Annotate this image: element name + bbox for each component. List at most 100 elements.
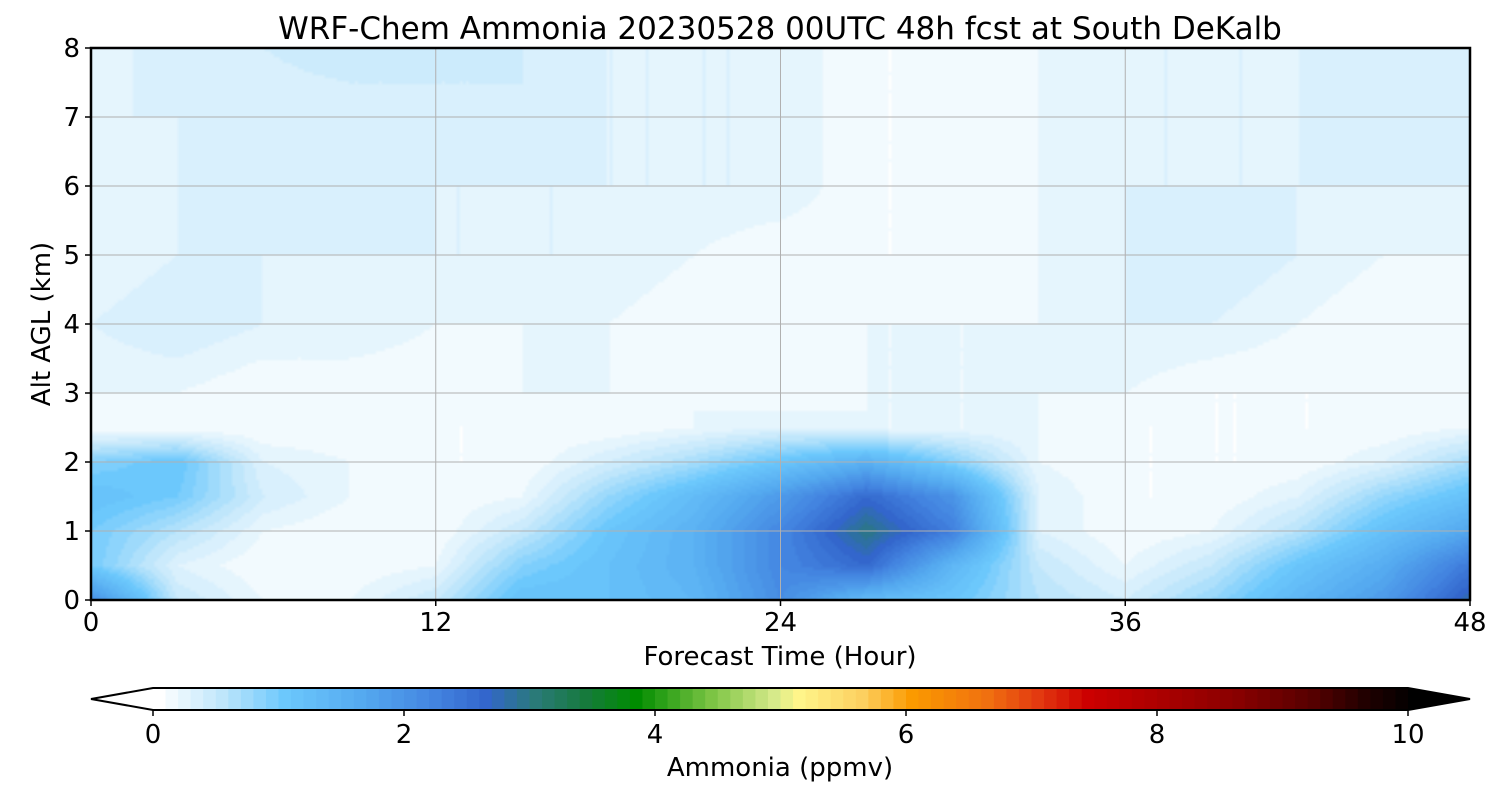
colorbar-swatch (265, 688, 280, 710)
colorbar-swatch (1094, 688, 1108, 710)
colorbar-swatch (328, 688, 342, 710)
colorbar-swatch (1345, 688, 1359, 710)
colorbar-swatch (993, 688, 1007, 710)
colorbar-swatch (341, 688, 355, 710)
colorbar-swatch (1182, 688, 1196, 710)
colorbar-swatch (1044, 688, 1058, 710)
colorbar-swatch (190, 688, 204, 710)
colorbar-swatch (931, 688, 945, 710)
colorbar-swatch (592, 688, 606, 710)
colorbar-swatch (504, 688, 518, 710)
colorbar-swatch (604, 688, 618, 710)
colorbar-swatch (655, 688, 669, 710)
colorbar-swatch (1131, 688, 1146, 710)
colorbar-swatch (353, 688, 367, 710)
colorbar-swatch (1169, 688, 1183, 710)
colorbar-swatch (529, 688, 543, 710)
colorbar-swatch (968, 688, 982, 710)
colorbar-swatch (203, 688, 217, 710)
colorbar-swatch (366, 688, 380, 710)
colorbar-swatch (793, 688, 807, 710)
colorbar-swatch (1320, 688, 1334, 710)
colorbar-swatch (893, 688, 907, 710)
colorbar-tick-label: 10 (1391, 720, 1424, 750)
colorbar-swatch (429, 688, 443, 710)
colorbar-ticks: 0 2 4 6 8 10 (145, 710, 1425, 750)
colorbar-swatch (767, 688, 782, 710)
colorbar-swatch (278, 688, 292, 710)
colorbar-swatch (1157, 688, 1171, 710)
colorbar-swatch (855, 688, 869, 710)
colorbar-swatch (1106, 688, 1120, 710)
grid-lines (91, 48, 1470, 600)
y-tick-label: 6 (63, 172, 80, 202)
y-tick-label: 5 (63, 241, 80, 271)
colorbar-swatch (1119, 688, 1133, 710)
colorbar-swatch (1269, 688, 1284, 710)
colorbar-swatch (742, 688, 756, 710)
colorbar-tick-label: 4 (647, 720, 664, 750)
colorbar-swatch (466, 688, 480, 710)
colorbar-swatch (1056, 688, 1070, 710)
y-axis-label: Alt AGL (km) (27, 242, 57, 406)
colorbar-tick-label: 6 (898, 720, 915, 750)
colorbar-swatch (1207, 688, 1221, 710)
colorbar-swatch (491, 688, 505, 710)
colorbar-swatch (1018, 688, 1033, 710)
colorbar-swatch (617, 688, 631, 710)
y-tick-label: 1 (63, 517, 80, 547)
colorbar-swatch (240, 688, 254, 710)
colorbar-swatch (692, 688, 706, 710)
colorbar-swatch (906, 688, 920, 710)
colorbar-swatch (730, 688, 744, 710)
y-tick-label: 2 (63, 448, 80, 478)
y-tick-label: 4 (63, 310, 80, 340)
colorbar-swatches (153, 688, 1409, 710)
colorbar-swatch (291, 688, 305, 710)
x-axis-label: Forecast Time (Hour) (643, 642, 916, 672)
x-tick-label: 12 (419, 608, 452, 638)
colorbar-swatch (956, 688, 970, 710)
colorbar-swatch (629, 688, 644, 710)
colorbar-swatch (868, 688, 882, 710)
plot-area (89, 46, 1472, 602)
colorbar-swatch (1081, 688, 1095, 710)
colorbar-swatch (780, 688, 794, 710)
colorbar-swatch (1257, 688, 1271, 710)
colorbar-swatch (228, 688, 242, 710)
colorbar-swatch (416, 688, 430, 710)
colorbar-swatch (843, 688, 857, 710)
colorbar-swatch (830, 688, 844, 710)
colorbar-swatch (454, 688, 468, 710)
colorbar-swatch (178, 688, 192, 710)
colorbar-swatch (1395, 688, 1409, 710)
y-tick-label: 0 (63, 586, 80, 616)
colorbar-swatch (818, 688, 832, 710)
colorbar-swatch (805, 688, 819, 710)
colorbar-tick-label: 2 (396, 720, 413, 750)
x-tick-label: 24 (764, 608, 797, 638)
colorbar-swatch (391, 688, 405, 710)
colorbar-swatch (918, 688, 932, 710)
colorbar-swatch (516, 688, 531, 710)
colorbar-swatch (1006, 688, 1020, 710)
colorbar-swatch (316, 688, 330, 710)
colorbar-swatch (981, 688, 995, 710)
colorbar-swatch (1232, 688, 1246, 710)
colorbar-swatch (554, 688, 568, 710)
x-axis-ticks: 0 12 24 36 48 (83, 600, 1487, 638)
colorbar-low-extend-arrow (91, 688, 153, 710)
colorbar-swatch (253, 688, 267, 710)
colorbar-swatch (1144, 688, 1158, 710)
colorbar-tick-label: 8 (1149, 720, 1166, 750)
colorbar-label: Ammonia (ppmv) (667, 753, 893, 783)
x-tick-label: 36 (1109, 608, 1142, 638)
colorbar-swatch (1295, 688, 1309, 710)
colorbar-swatch (642, 688, 656, 710)
colorbar-high-extend-arrow (1408, 688, 1470, 710)
colorbar-swatch (1307, 688, 1321, 710)
colorbar-swatch (705, 688, 719, 710)
colorbar-swatch (567, 688, 581, 710)
y-tick-label: 8 (63, 34, 80, 64)
